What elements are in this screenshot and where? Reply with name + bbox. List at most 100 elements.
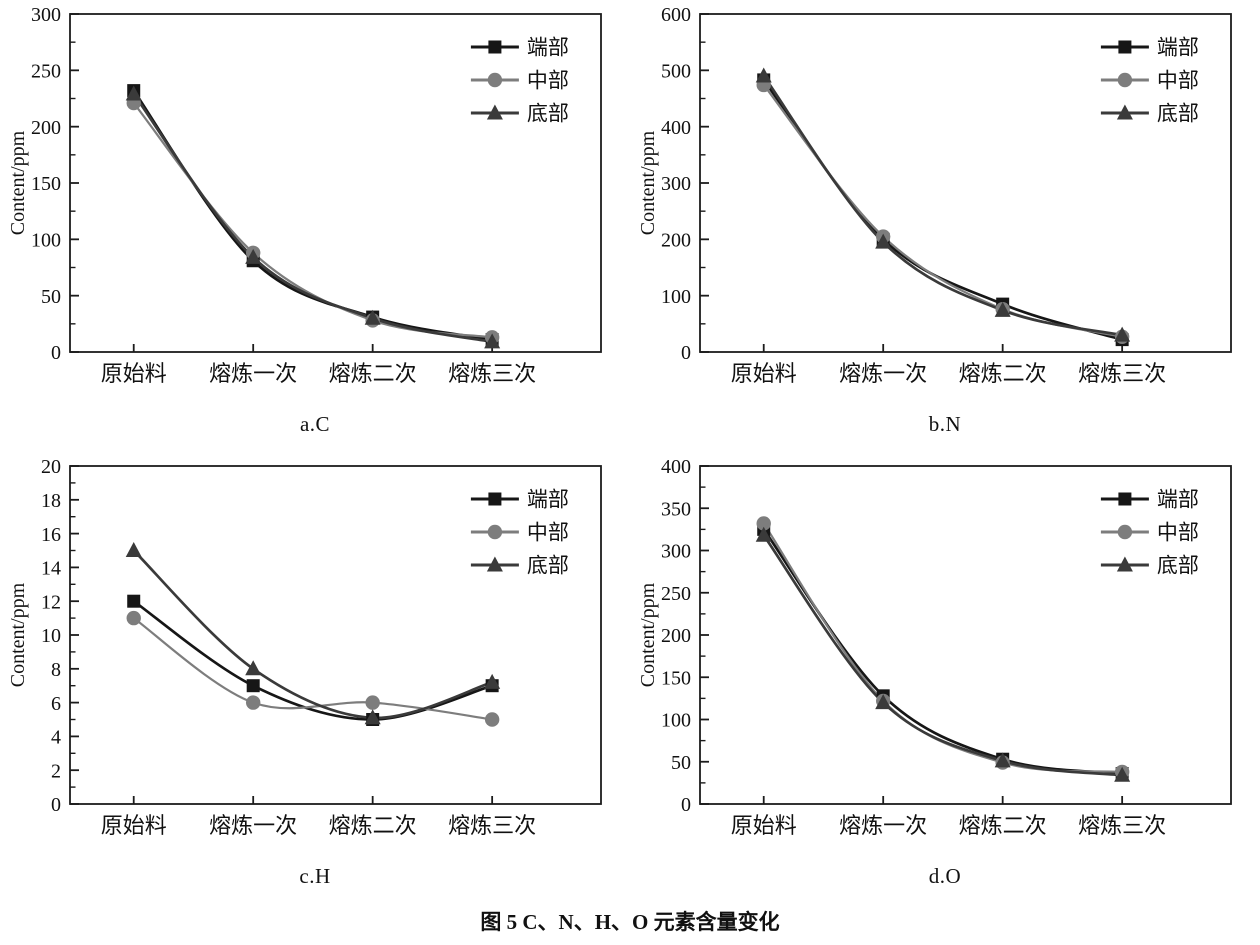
x-axis-category-label: 熔炼三次	[448, 813, 536, 838]
data-point-triangle	[486, 556, 503, 572]
legend-item: 底部	[1100, 102, 1199, 126]
y-axis-tick-label: 16	[41, 524, 61, 546]
legend-label: 中部	[1157, 69, 1199, 93]
x-axis-category-label: 原始料	[101, 813, 167, 838]
data-point-square	[127, 594, 141, 608]
y-axis-tick-label: 0	[681, 342, 691, 364]
x-axis-category-label: 原始料	[101, 361, 167, 386]
y-axis-tick-label: 400	[661, 117, 691, 139]
data-point-triangle	[125, 542, 142, 557]
y-axis-tick-label: 0	[51, 342, 61, 364]
chart-canvas-c: 0 2 4 6 8 10 12 14 16 18 20 原始料 熔炼一次 熔炼二次 熔炼三次 Content/…	[7, 456, 602, 838]
y-axis-tick-label: 12	[41, 591, 61, 613]
y-axis-tick-label: 100	[661, 286, 691, 308]
x-axis-category-label: 熔炼二次	[329, 813, 417, 838]
series-line-circle	[762, 522, 1123, 773]
y-axis-tick-label: 20	[41, 456, 61, 478]
data-point-circle	[1117, 524, 1133, 540]
y-axis-tick-label: 300	[661, 541, 691, 563]
data-point-triangle	[755, 526, 772, 542]
series-line-square	[132, 600, 493, 721]
data-point-triangle	[484, 673, 501, 689]
y-axis-tick-label: 600	[661, 4, 691, 26]
plot-border	[699, 13, 1232, 353]
data-point-circle	[756, 516, 771, 531]
chart-canvas-b: 0 100 200 300 400 500 600 原始料 熔炼一次 熔炼二次 熔炼三次 Conten…	[637, 4, 1232, 386]
panel-a-carbon: 0 50 100 150 200 250 300 原始料 熔炼一次 熔炼二次 熔炼三次 Content…	[0, 0, 630, 452]
panel-c-hydrogen: 0 2 4 6 8 10 12 14 16 18 20 原始料 熔炼一次 熔炼二次 熔炼三次 Content/…	[0, 452, 630, 904]
data-point-triangle	[875, 233, 892, 249]
y-axis-tick-label: 500	[661, 61, 691, 83]
data-point-triangle	[364, 309, 381, 325]
legend-label: 端部	[1157, 36, 1199, 60]
y-axis-tick-label: 2	[51, 760, 61, 782]
data-point-triangle	[994, 301, 1011, 317]
data-point-triangle	[245, 660, 262, 676]
data-point-square	[488, 492, 502, 506]
y-axis-title: Content/ppm	[637, 130, 659, 235]
data-point-circle	[365, 695, 380, 710]
legend-item: 端部	[1100, 36, 1199, 60]
series-line-square	[762, 79, 1123, 341]
data-point-circle	[487, 524, 503, 540]
data-point-square	[1118, 40, 1132, 54]
data-point-triangle	[1116, 556, 1133, 572]
plot-border	[699, 465, 1232, 805]
y-axis-tick-label: 400	[661, 456, 691, 478]
x-axis-category-label: 原始料	[731, 813, 797, 838]
x-axis-category-label: 熔炼二次	[959, 813, 1047, 838]
data-point-triangle	[484, 333, 501, 349]
legend-label: 端部	[1157, 488, 1199, 512]
y-axis-tick-label: 8	[51, 659, 61, 681]
y-axis-title: Content/ppm	[7, 130, 29, 235]
x-axis-category-label: 熔炼三次	[1078, 361, 1166, 386]
figure-caption: 图 5 C、N、H、O 元素含量变化	[480, 910, 780, 934]
data-point-triangle	[245, 248, 262, 264]
legend-item: 端部	[470, 36, 569, 60]
plot-border	[69, 13, 602, 353]
data-point-circle	[484, 712, 500, 727]
x-axis-category-label: 熔炼三次	[448, 361, 536, 386]
data-point-circle	[245, 695, 261, 710]
data-point-triangle	[1114, 326, 1131, 342]
y-axis-tick-label: 200	[31, 117, 61, 139]
panel-b-subtitle: b.N	[928, 412, 962, 436]
y-axis-tick-label: 14	[41, 558, 61, 580]
legend-label: 中部	[527, 69, 569, 93]
legend-item: 中部	[470, 69, 569, 93]
chart-canvas-d: 0 50 100 150 200 250 300 350 400 原始料 熔炼一次 熔炼二次 熔炼三次 C…	[637, 456, 1232, 838]
x-axis-category-label: 熔炼一次	[209, 813, 297, 838]
y-axis-tick-label: 100	[661, 710, 691, 732]
data-point-triangle	[755, 67, 772, 83]
data-point-triangle	[125, 85, 142, 101]
data-point-square	[246, 679, 260, 693]
legend-label: 底部	[1157, 554, 1199, 578]
x-axis-category-label: 熔炼一次	[839, 813, 927, 838]
data-point-triangle	[875, 694, 892, 710]
series-line-circle	[762, 84, 1123, 338]
panel-d-oxygen: 0 50 100 150 200 250 300 350 400 原始料 熔炼一次 熔炼二次 熔炼三次 C…	[630, 452, 1260, 904]
y-axis-tick-label: 0	[681, 794, 691, 816]
y-axis-tick-label: 6	[51, 693, 61, 715]
y-axis-tick-label: 200	[661, 230, 691, 252]
legend-label: 端部	[527, 36, 569, 60]
x-axis-category-label: 熔炼三次	[1078, 813, 1166, 838]
legend-item: 端部	[470, 488, 569, 512]
y-axis-title: Content/ppm	[7, 582, 29, 687]
data-point-triangle	[1114, 766, 1131, 782]
x-axis-category-label: 熔炼二次	[329, 361, 417, 386]
legend-label: 中部	[1157, 521, 1199, 545]
data-point-circle	[1117, 72, 1133, 88]
panel-b-nitrogen: 0 100 200 300 400 500 600 原始料 熔炼一次 熔炼二次 熔炼三次 Conten…	[630, 0, 1260, 452]
y-axis-tick-label: 250	[661, 583, 691, 605]
panel-c-subtitle: c.H	[299, 864, 331, 888]
x-axis-category-label: 原始料	[731, 361, 797, 386]
y-axis-tick-label: 4	[51, 727, 61, 749]
y-axis-tick-label: 150	[661, 667, 691, 689]
legend-label: 底部	[527, 554, 569, 578]
data-point-square	[1118, 492, 1132, 506]
legend-label: 中部	[527, 521, 569, 545]
y-axis-title: Content/ppm	[637, 582, 659, 687]
data-point-triangle	[486, 104, 503, 120]
